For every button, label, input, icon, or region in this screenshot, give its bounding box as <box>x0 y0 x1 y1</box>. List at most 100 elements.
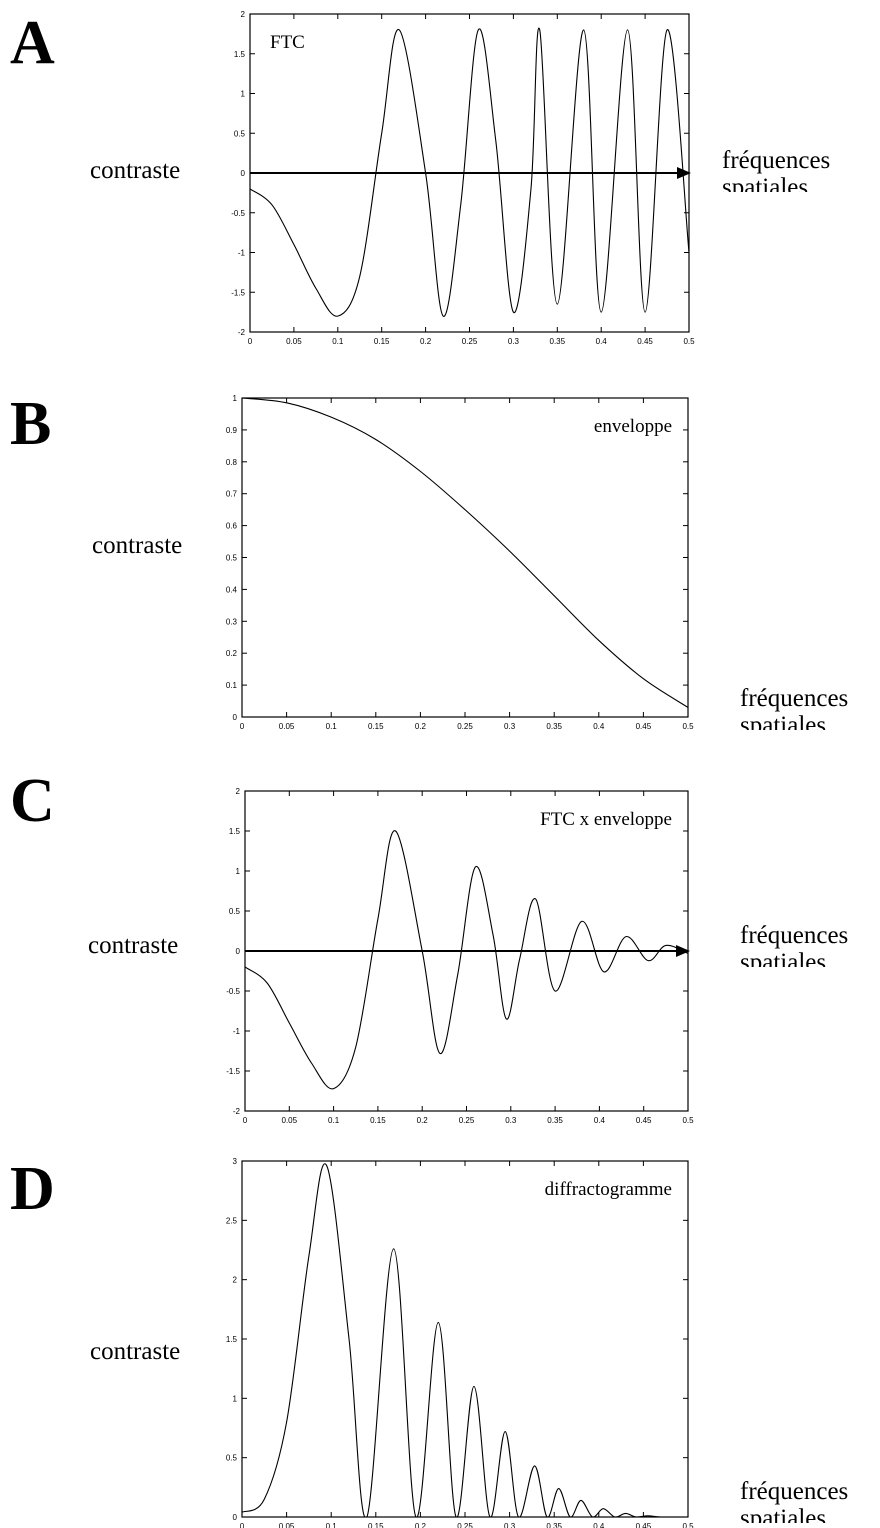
x-tick-label: 0.15 <box>368 722 384 731</box>
y-tick-label: 0.3 <box>226 617 238 626</box>
x-axis-label-line1: fréquences <box>740 1478 849 1505</box>
x-tick-label: 0.35 <box>550 337 566 346</box>
x-tick-label: 0.25 <box>457 1522 473 1528</box>
x-tick-label: 0.05 <box>286 337 302 346</box>
panel-a: A contraste fréquences spatiales 0 0.05 0.… <box>0 0 880 370</box>
x-tick-label: 0.4 <box>593 1522 605 1528</box>
y-tick-label: 0.9 <box>226 426 238 435</box>
chart-title: diffractogramme <box>545 1179 672 1200</box>
y-axis-label: contraste <box>90 157 181 184</box>
y-axis-label: contraste <box>88 932 179 959</box>
x-axis-label-line1: fréquences <box>722 147 831 174</box>
x-tick-label: 0 <box>248 337 253 346</box>
y-tick-label: -1 <box>238 249 246 258</box>
series-group <box>245 830 688 1090</box>
x-tick-label: 0.2 <box>417 1116 429 1125</box>
chart-b: 0 0.05 0.1 0.15 0.2 0.25 0.3 0.35 0.4 0.45 0.5 0 0.1… <box>226 394 694 731</box>
y-tick-label: 0.7 <box>226 490 238 499</box>
x-tick-label: 0.4 <box>593 722 605 731</box>
x-tick-label: 0.3 <box>504 1522 516 1528</box>
y-tick-label: -0.5 <box>231 209 245 218</box>
x-tick-label: 0.45 <box>637 337 653 346</box>
x-axis-label: fréquences spatiales <box>740 685 848 730</box>
x-tick-label: 0 <box>240 1522 245 1528</box>
x-axis-label-line1: fréquences <box>740 922 849 949</box>
chart-a: 0 0.05 0.1 0.15 0.2 0.25 0.3 0.35 0.4 0.45 0.5 -2 -1… <box>231 10 695 346</box>
chart-title: enveloppe <box>594 416 672 437</box>
y-tick-label: 0.5 <box>229 907 241 916</box>
y-tick-label: 1.5 <box>226 1335 238 1344</box>
y-tick-label: 1 <box>236 867 241 876</box>
x-tick-label: 0.1 <box>332 337 344 346</box>
x-tick-label: 0.25 <box>457 722 473 731</box>
x-tick-label: 0.2 <box>420 337 432 346</box>
x-axis-label-line2: spatiales <box>722 174 809 192</box>
chart-title: FTC x enveloppe <box>540 809 672 830</box>
zero-axis-arrowhead <box>676 945 690 957</box>
x-tick-label: 0.05 <box>282 1116 298 1125</box>
x-tick-label: 0.1 <box>328 1116 340 1125</box>
y-tick-label: 1 <box>233 1394 238 1403</box>
x-tick-label: 0.1 <box>326 1522 338 1528</box>
x-tick-label: 0.3 <box>508 337 520 346</box>
x-axis-label-line2: spatiales <box>740 949 827 967</box>
y-tick-label: 0.5 <box>234 129 246 138</box>
y-tick-label: 2 <box>241 10 246 19</box>
x-tick-label: 0.25 <box>462 337 478 346</box>
x-tick-label: 0.4 <box>594 1116 606 1125</box>
x-axis-label-line1: fréquences <box>740 685 849 712</box>
x-tick-label: 0.15 <box>370 1116 386 1125</box>
y-tick-label: 0 <box>233 713 238 722</box>
x-tick-label: 0.35 <box>546 722 562 731</box>
y-tick-label: 2.5 <box>226 1216 238 1225</box>
plot-frame <box>241 1160 689 1518</box>
y-tick-label: 0.5 <box>226 1454 238 1463</box>
x-tick-label: 0.25 <box>459 1116 475 1125</box>
y-tick-label: 1.5 <box>229 827 241 836</box>
x-tick-label: 0.5 <box>683 337 695 346</box>
y-tick-label: 0.8 <box>226 458 238 467</box>
x-tick-label: 0.5 <box>682 722 694 731</box>
x-axis-label: fréquences spatiales <box>740 1478 848 1523</box>
y-axis-label: contraste <box>92 532 183 559</box>
x-tick-label: 0.45 <box>636 722 652 731</box>
panel-letter: D <box>10 1155 55 1223</box>
panel-b: B contraste fréquences spatiales 0 0.05 0.… <box>0 385 880 745</box>
y-tick-label: 0.5 <box>226 554 238 563</box>
chart-d: 0 0.05 0.1 0.15 0.2 0.25 0.3 0.35 0.4 0.45 0.5 0 0.5… <box>226 1157 694 1528</box>
x-tick-label: 0.3 <box>505 1116 517 1125</box>
y-tick-label: -0.5 <box>226 987 240 996</box>
x-tick-label: 0.2 <box>415 1522 427 1528</box>
x-axis-label-line2: spatiales <box>740 1505 827 1523</box>
x-tick-label: 0.1 <box>326 722 338 731</box>
y-axis-label: contraste <box>90 1338 181 1365</box>
series-line <box>245 830 688 1090</box>
panel-d: D contraste fréquences spatiales 0 0.05 0.… <box>0 1150 880 1528</box>
y-tick-label: 1 <box>241 90 246 99</box>
panel-letter: A <box>10 9 55 77</box>
y-tick-label: 0 <box>233 1513 238 1522</box>
x-tick-label: 0 <box>243 1116 248 1125</box>
y-tick-label: -2 <box>238 328 246 337</box>
x-tick-label: 0.45 <box>636 1522 652 1528</box>
x-axis-label: fréquences spatiales <box>722 147 830 192</box>
panel-letter: B <box>10 390 52 458</box>
x-tick-label: 0.35 <box>547 1116 563 1125</box>
x-tick-label: 0.5 <box>682 1522 694 1528</box>
series-group <box>250 27 689 317</box>
x-tick-label: 0.15 <box>374 337 390 346</box>
x-tick-label: 0.5 <box>682 1116 694 1125</box>
x-axis-label-line2: spatiales <box>740 712 827 730</box>
x-axis-label: fréquences spatiales <box>740 922 848 967</box>
panel-letter: C <box>10 767 55 835</box>
y-tick-label: 0 <box>241 169 246 178</box>
x-tick-label: 0.3 <box>504 722 516 731</box>
series-group <box>242 398 688 708</box>
y-tick-label: 0.4 <box>226 585 238 594</box>
y-tick-label: 2 <box>236 787 241 796</box>
x-tick-label: 0.05 <box>279 1522 295 1528</box>
x-tick-label: 0 <box>240 722 245 731</box>
panel-c: C contraste fréquences spatiales 0 0.05 0.… <box>0 760 880 1130</box>
x-tick-label: 0.4 <box>596 337 608 346</box>
series-line <box>250 27 689 317</box>
